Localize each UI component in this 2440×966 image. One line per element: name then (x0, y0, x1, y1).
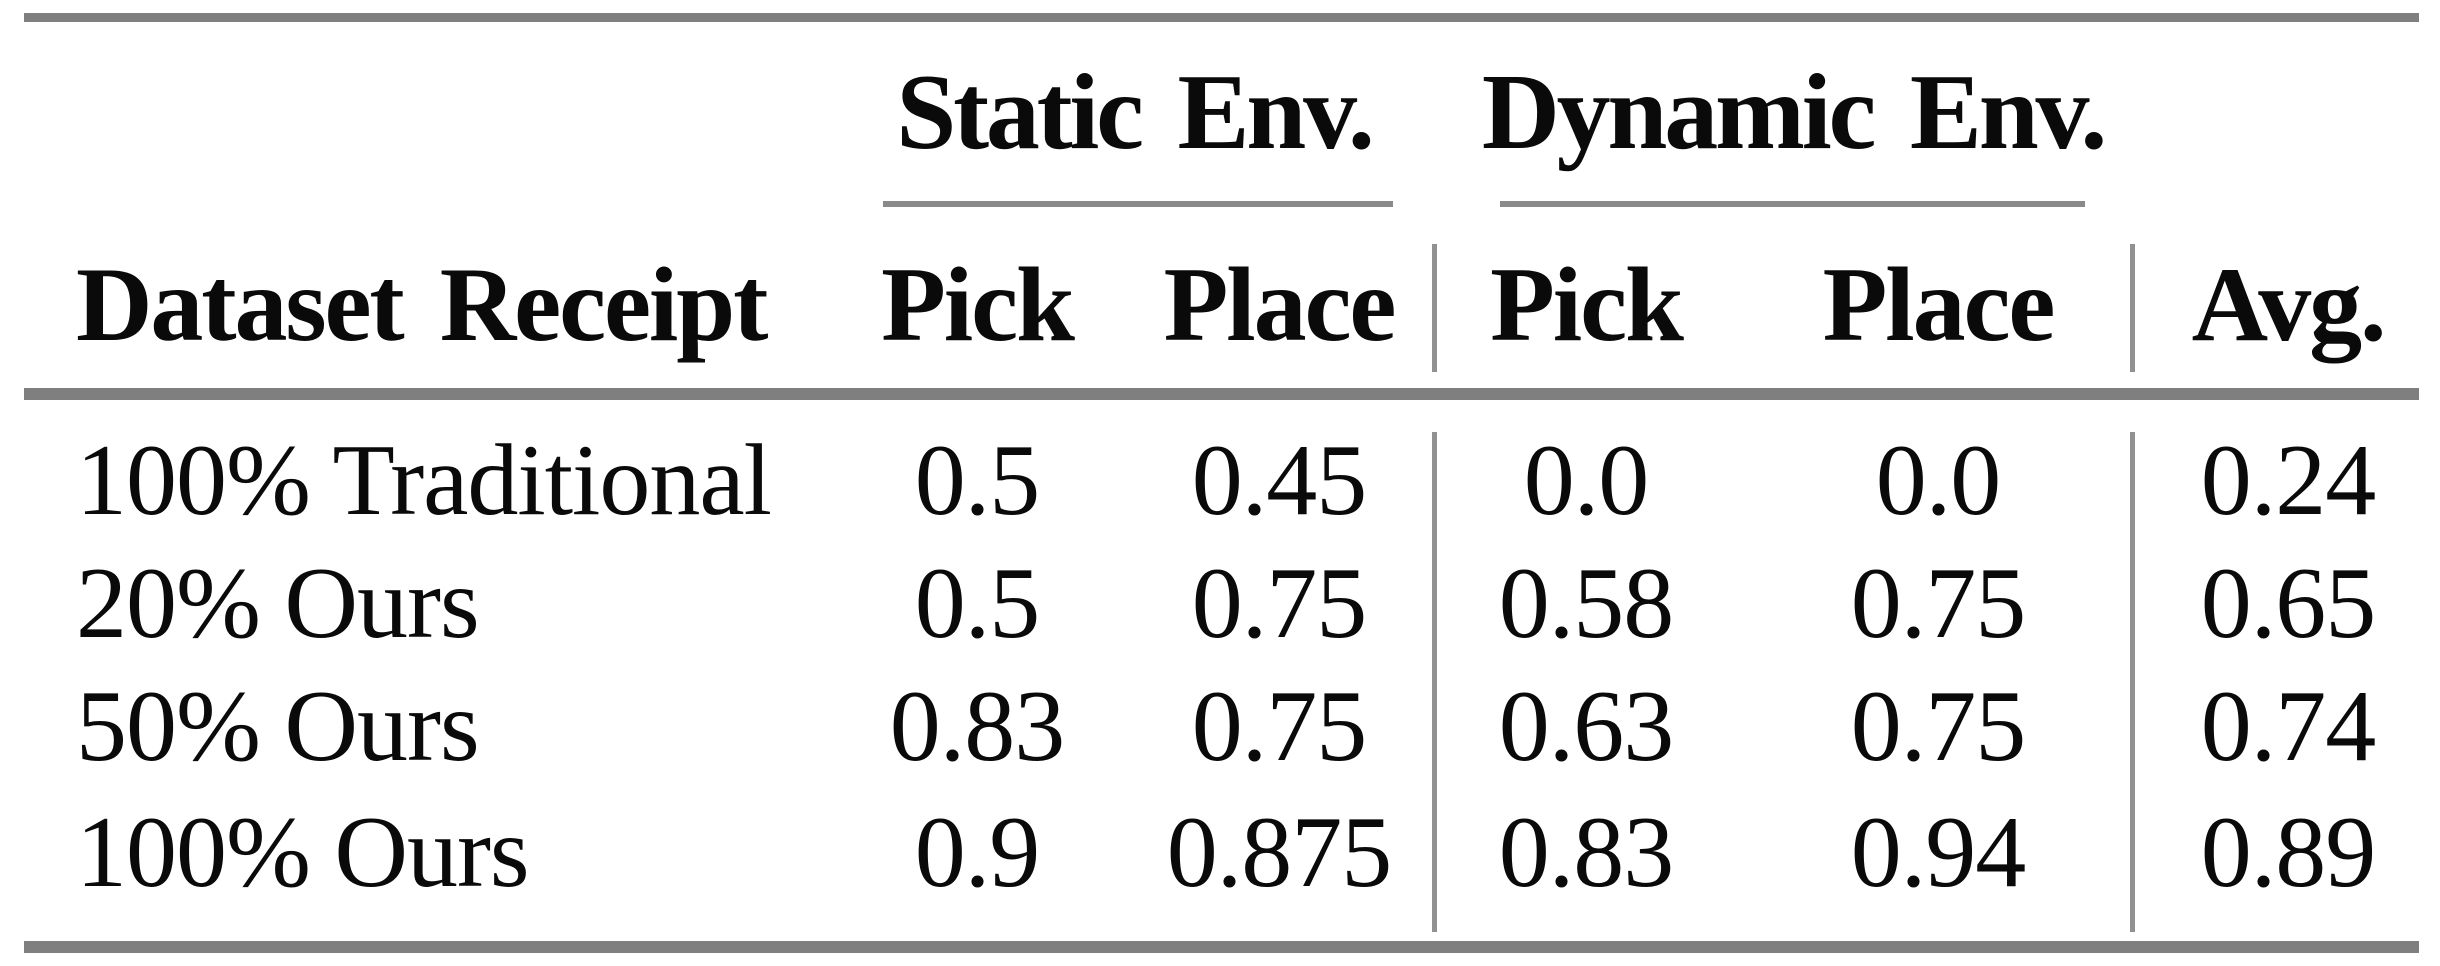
table-header-midrule (24, 388, 2419, 400)
static-dynamic-divider-body (1432, 432, 1437, 932)
column-group-dynamic-env: Dynamic Env. (1481, 53, 2107, 172)
avg-value: 0.24 (2200, 424, 2376, 537)
dynamic-avg-divider-header (2130, 244, 2135, 372)
avg-value: 0.89 (2200, 796, 2376, 909)
dynamic-place-value: 0.75 (1850, 670, 2026, 783)
static-pick-value: 0.9 (914, 796, 1040, 909)
column-header-static-place: Place (1163, 246, 1397, 363)
column-header-dynamic-place: Place (1822, 246, 2056, 363)
static-place-value: 0.875 (1166, 796, 1392, 909)
row-label: 20% Ours (76, 547, 480, 660)
dynamic-place-value: 0.94 (1850, 796, 2026, 909)
static-place-value: 0.75 (1191, 547, 1367, 660)
dynamic-avg-divider-body (2130, 432, 2135, 932)
dynamic-pick-value: 0.0 (1523, 424, 1649, 537)
column-header-dataset-receipt: Dataset Receipt (76, 246, 768, 363)
avg-value: 0.65 (2200, 547, 2376, 660)
static-env-underline (883, 201, 1393, 207)
static-place-value: 0.45 (1191, 424, 1367, 537)
dynamic-place-value: 0.75 (1850, 547, 2026, 660)
column-header-dynamic-pick: Pick (1490, 246, 1684, 363)
static-dynamic-divider-header (1432, 244, 1437, 372)
column-group-static-env: Static Env. (896, 53, 1375, 172)
dynamic-pick-value: 0.58 (1498, 547, 1674, 660)
dynamic-pick-value: 0.63 (1498, 670, 1674, 783)
row-label: 50% Ours (76, 670, 480, 783)
dynamic-env-underline (1500, 201, 2085, 207)
column-header-static-pick: Pick (881, 246, 1075, 363)
table-top-rule (24, 13, 2419, 22)
static-place-value: 0.75 (1191, 670, 1367, 783)
static-pick-value: 0.5 (914, 424, 1040, 537)
row-label: 100% Traditional (76, 424, 772, 537)
static-pick-value: 0.5 (914, 547, 1040, 660)
table-bottom-rule (24, 941, 2419, 953)
dynamic-place-value: 0.0 (1875, 424, 2001, 537)
column-header-avg: Avg. (2191, 246, 2387, 363)
dynamic-pick-value: 0.83 (1498, 796, 1674, 909)
avg-value: 0.74 (2200, 670, 2376, 783)
row-label: 100% Ours (76, 796, 530, 909)
static-pick-value: 0.83 (889, 670, 1065, 783)
